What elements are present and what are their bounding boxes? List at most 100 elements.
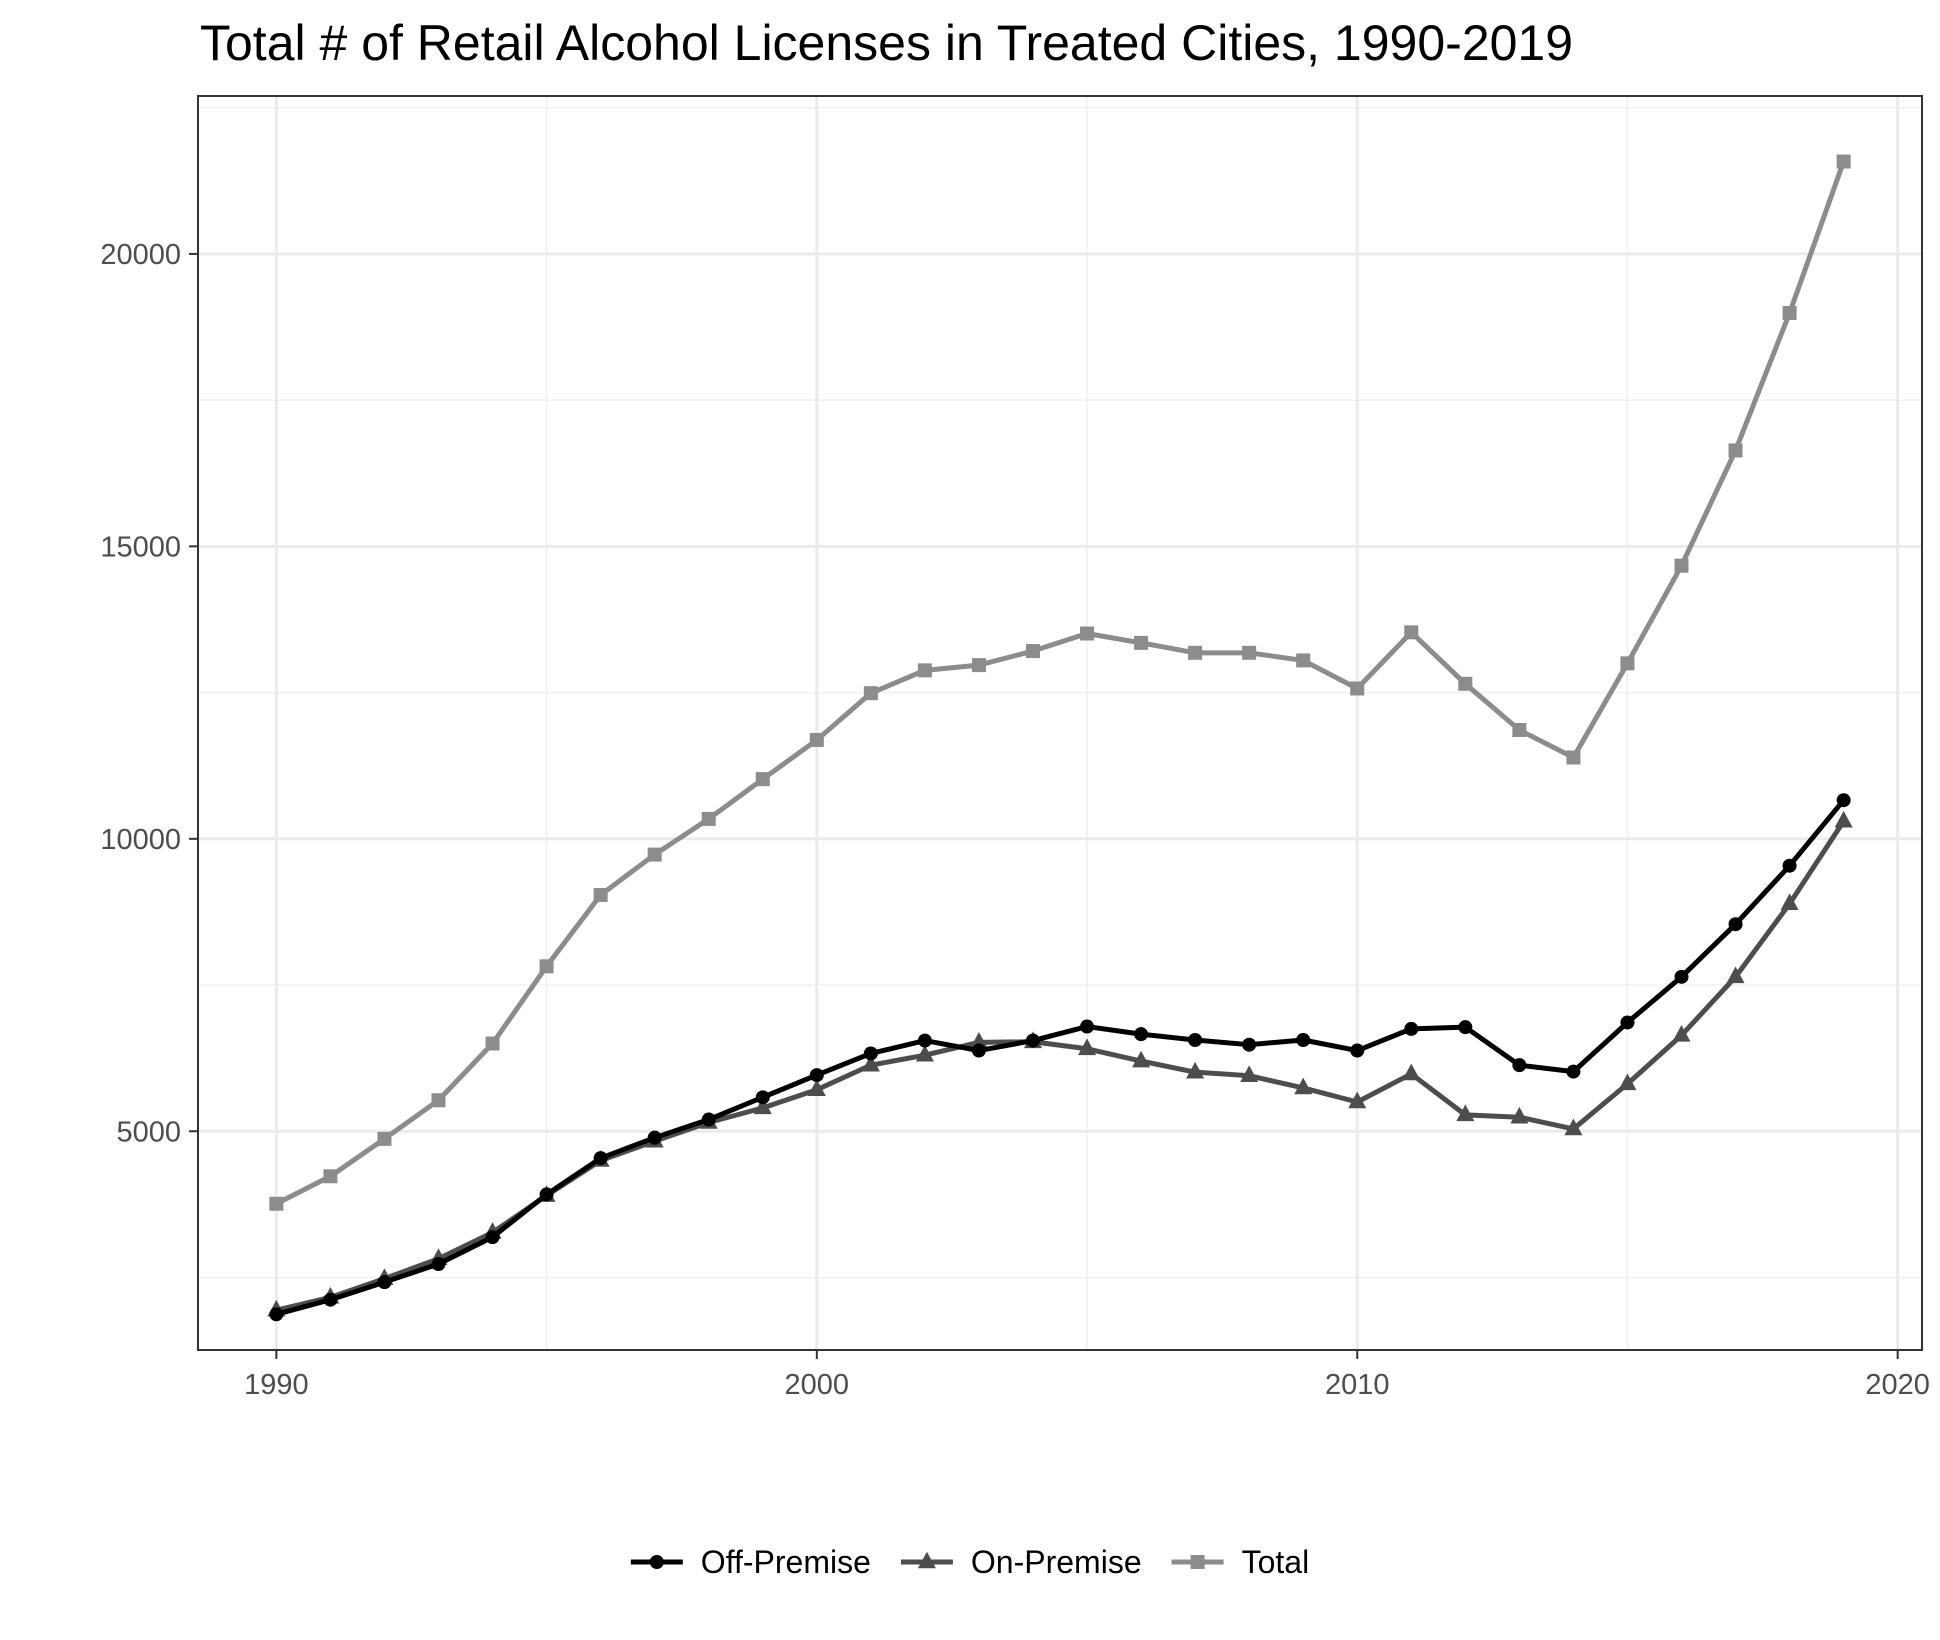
y-tick-label: 20000 bbox=[100, 239, 181, 271]
data-point-off-premise bbox=[701, 1112, 716, 1127]
data-point-on-premise bbox=[1294, 1077, 1313, 1095]
data-point-off-premise bbox=[647, 1130, 662, 1145]
data-point-off-premise bbox=[1350, 1043, 1365, 1058]
data-point-off-premise bbox=[485, 1230, 500, 1245]
data-point-total bbox=[701, 811, 716, 826]
data-point-off-premise bbox=[1836, 793, 1851, 808]
data-point-on-premise bbox=[807, 1079, 826, 1097]
x-tick-label: 2010 bbox=[1325, 1369, 1390, 1401]
data-point-total bbox=[1242, 645, 1257, 660]
data-point-on-premise bbox=[1132, 1050, 1151, 1068]
legend-label: On-Premise bbox=[971, 1544, 1142, 1580]
data-point-total bbox=[1458, 676, 1473, 691]
data-point-on-premise bbox=[1078, 1038, 1097, 1056]
legend-key-marker bbox=[649, 1555, 664, 1569]
series-off-premise bbox=[269, 793, 1851, 1322]
data-point-total bbox=[755, 772, 770, 787]
data-point-off-premise bbox=[431, 1257, 446, 1272]
data-point-total bbox=[1620, 656, 1635, 671]
data-point-total bbox=[1512, 723, 1527, 738]
data-point-off-premise bbox=[1025, 1033, 1040, 1048]
data-point-off-premise bbox=[917, 1033, 932, 1048]
data-point-on-premise bbox=[1240, 1065, 1259, 1082]
data-point-total bbox=[1080, 626, 1095, 641]
data-point-total bbox=[647, 847, 662, 862]
data-point-total bbox=[593, 887, 608, 902]
series-line-total bbox=[273, 159, 1847, 1207]
gridlines bbox=[198, 96, 1922, 1350]
legend-key-marker bbox=[1190, 1555, 1205, 1569]
data-point-on-premise bbox=[753, 1097, 772, 1115]
x-tick-label: 1990 bbox=[244, 1369, 309, 1401]
data-point-total bbox=[377, 1131, 392, 1146]
data-point-off-premise bbox=[539, 1187, 554, 1202]
data-point-off-premise bbox=[1728, 917, 1743, 932]
data-point-off-premise bbox=[1296, 1033, 1311, 1048]
axes: 1990 2000 2010 2020 5000 10000 15000 20000 bbox=[100, 95, 1930, 1401]
data-point-on-premise bbox=[969, 1031, 988, 1049]
data-point-total bbox=[323, 1169, 338, 1184]
data-point-off-premise bbox=[1512, 1058, 1527, 1073]
data-point-total bbox=[1782, 305, 1797, 320]
data-point-off-premise bbox=[1404, 1021, 1419, 1036]
data-point-off-premise bbox=[1134, 1027, 1149, 1042]
data-point-on-premise bbox=[1618, 1073, 1637, 1091]
data-point-off-premise bbox=[1674, 969, 1689, 984]
data-point-total bbox=[1188, 645, 1203, 660]
data-point-total bbox=[917, 663, 932, 678]
data-point-total bbox=[269, 1196, 284, 1211]
data-point-off-premise bbox=[1242, 1037, 1257, 1052]
series-lines bbox=[267, 154, 1853, 1322]
data-point-on-premise bbox=[1726, 966, 1745, 984]
data-point-total bbox=[1566, 750, 1581, 765]
x-tick-label: 2000 bbox=[785, 1369, 850, 1401]
series-on-premise bbox=[267, 810, 1853, 1317]
data-point-total bbox=[539, 959, 554, 974]
legend-label: Off-Premise bbox=[701, 1544, 871, 1580]
panel-border bbox=[197, 95, 1923, 1351]
data-point-on-premise bbox=[1780, 893, 1799, 911]
legend-item-on-premise: On-Premise bbox=[900, 1544, 1142, 1580]
data-point-off-premise bbox=[1188, 1033, 1203, 1048]
series-line-on-premise bbox=[273, 818, 1847, 1313]
data-point-total bbox=[1674, 558, 1689, 573]
data-point-off-premise bbox=[809, 1068, 824, 1083]
data-point-total bbox=[431, 1093, 446, 1108]
data-point-off-premise bbox=[1566, 1064, 1581, 1079]
data-point-total bbox=[971, 658, 986, 673]
data-point-on-premise bbox=[1348, 1091, 1367, 1109]
data-point-off-premise bbox=[269, 1307, 284, 1322]
data-point-total bbox=[1836, 154, 1851, 169]
series-line-off-premise bbox=[273, 797, 1847, 1317]
y-tick-label: 15000 bbox=[100, 531, 181, 563]
data-point-total bbox=[809, 732, 824, 747]
data-point-on-premise bbox=[1510, 1106, 1529, 1124]
data-point-on-premise bbox=[1456, 1104, 1475, 1122]
data-point-total bbox=[1350, 681, 1365, 696]
data-point-on-premise bbox=[915, 1044, 934, 1062]
data-point-on-premise bbox=[1402, 1063, 1421, 1081]
data-point-off-premise bbox=[1782, 858, 1797, 873]
data-point-off-premise bbox=[377, 1275, 392, 1290]
data-point-total bbox=[1404, 625, 1419, 640]
data-point-on-premise bbox=[1672, 1024, 1691, 1042]
data-point-off-premise bbox=[593, 1151, 608, 1166]
data-point-off-premise bbox=[971, 1043, 986, 1058]
legend-item-total: Total bbox=[1171, 1544, 1310, 1580]
x-tick-label: 2020 bbox=[1865, 1369, 1930, 1401]
data-point-total bbox=[1728, 443, 1743, 458]
data-point-total bbox=[1025, 644, 1040, 659]
legend-label: Total bbox=[1242, 1544, 1310, 1580]
data-point-off-premise bbox=[1620, 1015, 1635, 1030]
data-point-on-premise bbox=[1564, 1118, 1583, 1136]
y-tick-label: 5000 bbox=[116, 1116, 181, 1148]
data-point-total bbox=[1296, 653, 1311, 668]
data-point-on-premise bbox=[1186, 1061, 1205, 1079]
chart-title: Total # of Retail Alcohol Licenses in Tr… bbox=[200, 15, 1573, 71]
legend-key-marker bbox=[917, 1551, 936, 1569]
data-point-total bbox=[485, 1036, 500, 1051]
data-point-off-premise bbox=[863, 1046, 878, 1061]
data-point-off-premise bbox=[1458, 1020, 1473, 1035]
